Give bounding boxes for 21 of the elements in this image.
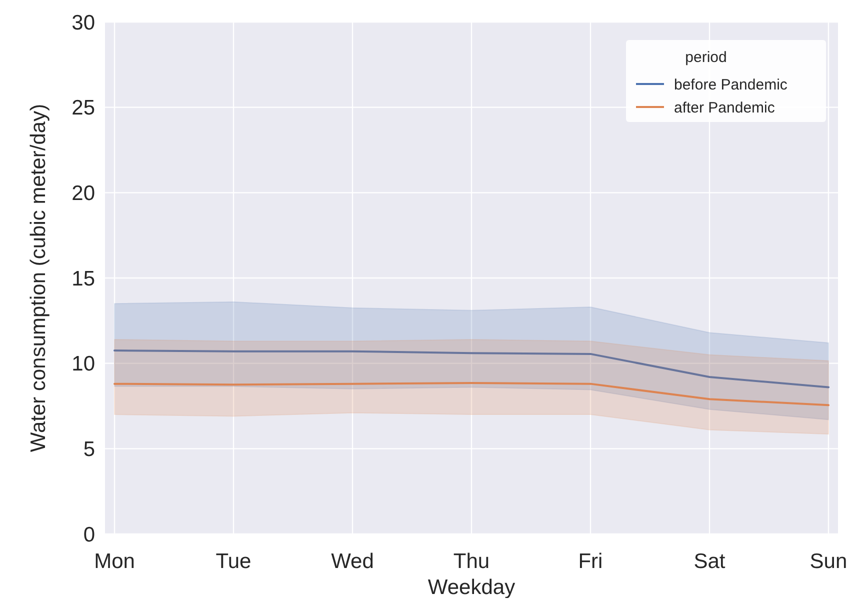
x-tick-label: Thu bbox=[453, 550, 490, 573]
x-tick-label: Tue bbox=[216, 550, 252, 573]
legend-label: before Pandemic bbox=[674, 76, 788, 94]
y-tick-label: 10 bbox=[72, 352, 95, 376]
line-series bbox=[114, 350, 830, 388]
y-axis-title: Water consumption (cubic meter/day) bbox=[27, 104, 50, 452]
y-tick-label: 0 bbox=[83, 523, 95, 546]
y-tick-label: 25 bbox=[72, 96, 95, 120]
x-axis-title: Weekday bbox=[428, 576, 516, 599]
x-tick-label: Mon bbox=[94, 550, 135, 573]
y-tick-label: 30 bbox=[72, 11, 95, 34]
legend-label: after Pandemic bbox=[674, 99, 776, 116]
y-tick-label: 5 bbox=[83, 438, 95, 462]
x-tick-label: Wed bbox=[331, 550, 374, 573]
y-tick-label: 15 bbox=[72, 267, 95, 290]
x-tick-label: Fri bbox=[578, 550, 603, 573]
x-tick-label: Sat bbox=[694, 550, 726, 573]
y-tick-label: 20 bbox=[72, 182, 95, 206]
legend-title: period bbox=[685, 49, 727, 66]
line-series bbox=[114, 382, 830, 406]
x-tick-label: Sun bbox=[810, 550, 848, 573]
